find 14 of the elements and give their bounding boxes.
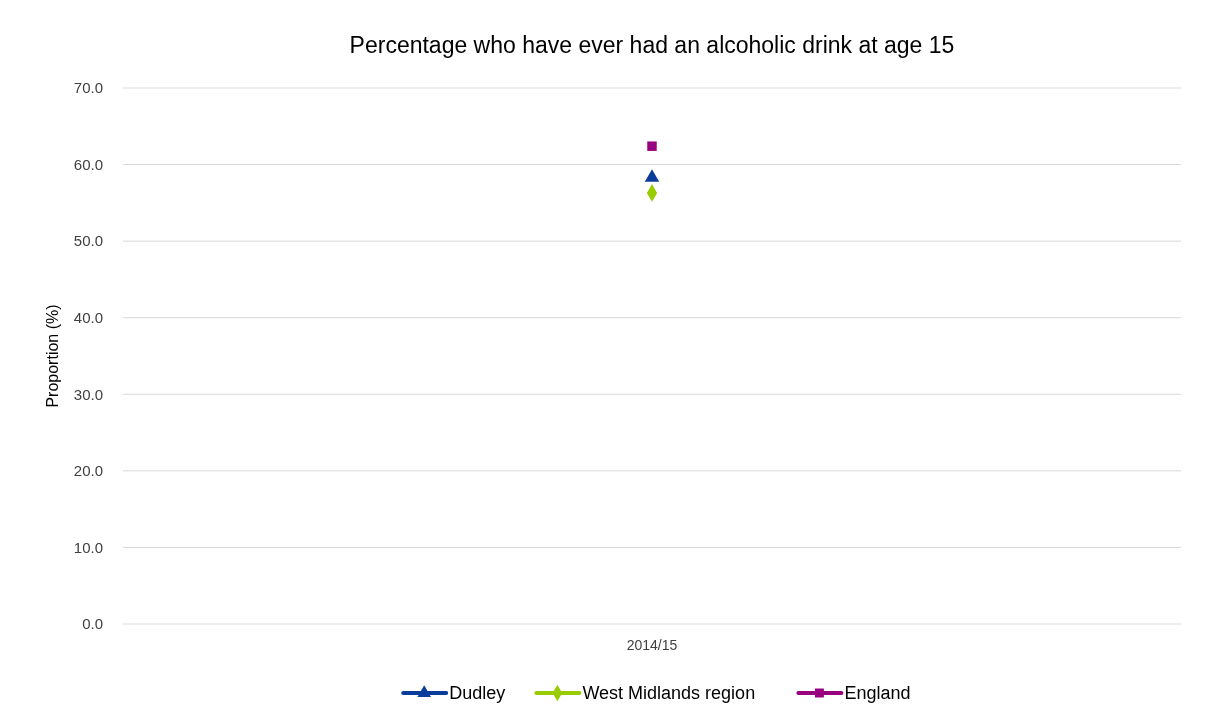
legend-label: West Midlands region [582, 683, 756, 704]
legend-label: England [844, 683, 911, 704]
chart-title: Percentage who have ever had an alcoholic drink at age 15 [349, 32, 955, 58]
y-tick-label: 40.0 [73, 308, 103, 326]
x-tick-label: 2014/15 [626, 637, 678, 653]
y-tick-label: 0.0 [82, 615, 103, 633]
y-tick-label: 30.0 [73, 385, 103, 403]
y-tick-label: 60.0 [73, 155, 103, 173]
y-tick-label: 50.0 [73, 232, 103, 250]
y-tick-label: 20.0 [73, 462, 103, 480]
y-tick-label: 70.0 [73, 79, 103, 97]
y-axis-title: Proportion (%) [44, 304, 61, 408]
y-tick-label: 10.0 [73, 538, 103, 556]
legend-label: Dudley [449, 683, 506, 704]
